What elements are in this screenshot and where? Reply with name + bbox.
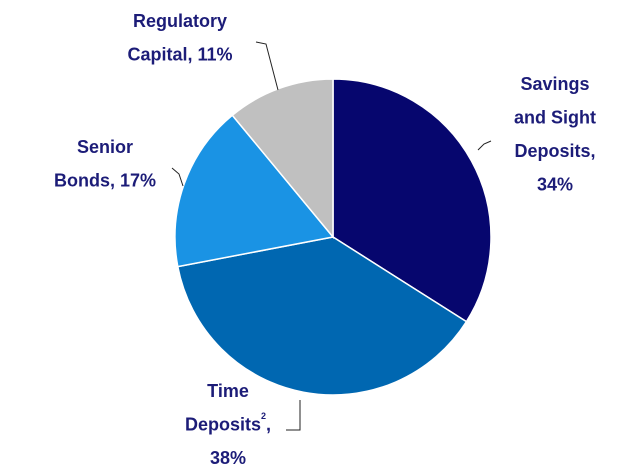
slice-label: Time Deposits xyxy=(185,381,261,435)
label-line: Capital xyxy=(127,44,187,64)
leader-line xyxy=(477,140,492,151)
value-label: 38% xyxy=(210,448,246,468)
leader-line xyxy=(171,167,184,187)
separator: , xyxy=(110,170,115,190)
pie-slice xyxy=(174,114,335,268)
label-line: Regulatory xyxy=(133,11,227,31)
value-label: 17% xyxy=(120,170,156,190)
label-line: and Sight xyxy=(514,107,596,127)
slice-label: Regulatory Capital xyxy=(127,11,227,65)
label-line: Senior xyxy=(77,137,133,157)
separator: , xyxy=(591,141,596,161)
pie-slice xyxy=(176,236,468,396)
pie-slice xyxy=(332,78,492,323)
value-label: 11% xyxy=(197,44,232,64)
separator: , xyxy=(187,44,192,64)
slice-label: Senior Bonds xyxy=(54,137,133,191)
leader-line xyxy=(286,400,301,431)
label-line: Deposits xyxy=(185,414,261,434)
slice-label: Savings and Sight Deposits xyxy=(514,74,596,161)
pie-slice xyxy=(231,78,334,240)
label-line: Deposits xyxy=(514,141,590,161)
pie xyxy=(174,78,492,396)
label-line: Savings xyxy=(520,74,589,94)
leader-line xyxy=(255,41,279,91)
separator: , xyxy=(266,414,271,434)
label-line: Bonds xyxy=(54,170,110,190)
footnote-mark: 2 xyxy=(261,411,266,421)
labels: Savings and Sight Deposits , 34% Time Deposits… xyxy=(54,11,596,468)
value-label: 34% xyxy=(537,174,573,194)
label-line: Time xyxy=(207,381,249,401)
